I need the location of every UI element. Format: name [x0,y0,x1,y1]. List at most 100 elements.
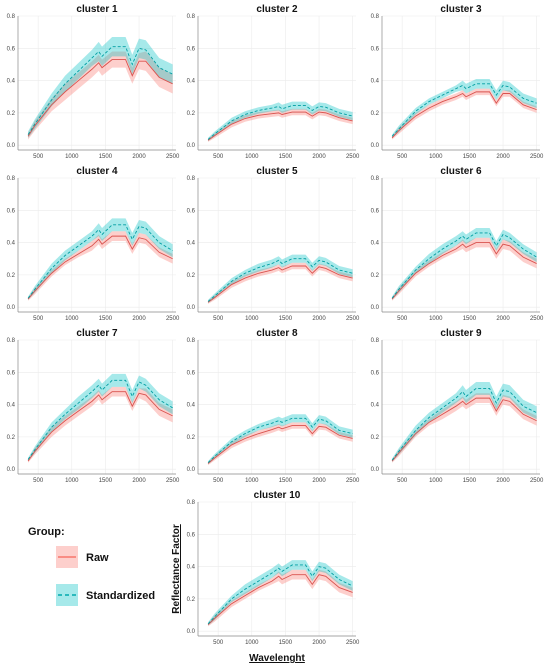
raw-band [392,88,537,140]
y-tick-label: 0.2 [187,597,196,603]
raw-line [207,265,353,303]
standardized-line [207,417,353,464]
y-tick-label: 0.0 [187,629,196,635]
y-tick-label: 0.6 [7,370,16,376]
legend-key-standardized [56,584,78,606]
x-tick-label: 1000 [245,640,259,646]
y-tick-label: 0.0 [371,143,380,149]
standardized-line [391,83,537,137]
x-tick-label: 1000 [245,154,259,160]
standardized-band [208,414,353,465]
y-tick-label: 0.6 [7,208,16,214]
panel-2: cluster 2 0.0 0.2 0.4 0.6 0.8 500 1000 1500 2000 2… [187,4,360,160]
standardized-line [207,564,353,625]
x-tick-label: 2500 [530,478,544,484]
x-tick-label: 1500 [99,478,113,484]
x-tick-label: 1500 [279,316,293,322]
standardized-line [27,46,173,135]
x-tick-label: 2000 [496,316,510,322]
x-tick-label: 2000 [132,316,146,322]
x-tick-label: 1000 [245,478,259,484]
raw-line [207,425,353,464]
panel-8: cluster 8 0.0 0.2 0.4 0.6 0.8 500 1000 1500 2000 2… [187,328,360,484]
y-tick-label: 0.2 [371,435,380,441]
y-tick-label: 0.2 [7,273,16,279]
y-tick-label: 0.2 [187,273,196,279]
y-tick-label: 0.4 [7,241,16,247]
legend: Group: Raw Standardized [28,522,178,622]
y-tick-label: 0.0 [7,143,16,149]
x-tick-label: 500 [213,316,224,322]
y-tick-label: 0.6 [187,532,196,538]
legend-title: Group: [28,526,65,538]
x-tick-label: 500 [397,478,408,484]
x-tick-label: 1000 [429,154,443,160]
y-tick-label: 0.8 [187,500,196,506]
x-tick-label: 2500 [530,316,544,322]
y-tick-label: 0.6 [187,208,196,214]
x-tick-label: 1000 [65,316,79,322]
y-tick-label: 0.2 [371,111,380,117]
panel-5: cluster 5 0.0 0.2 0.4 0.6 0.8 500 1000 1500 2000 2… [187,166,360,322]
x-tick-label: 1000 [429,316,443,322]
x-tick-label: 2000 [312,316,326,322]
y-tick-label: 0.6 [187,46,196,52]
y-tick-label: 0.0 [371,467,380,473]
x-tick-label: 1000 [429,478,443,484]
y-tick-label: 0.2 [7,435,16,441]
raw-line [207,111,353,141]
y-tick-label: 0.0 [187,467,196,473]
y-tick-label: 0.8 [371,176,380,182]
x-tick-label: 500 [397,316,408,322]
y-tick-label: 0.4 [187,79,196,85]
y-tick-label: 0.8 [371,338,380,344]
y-tick-label: 0.2 [371,273,380,279]
y-tick-label: 0.8 [371,14,380,20]
x-tick-label: 2500 [530,154,544,160]
y-tick-label: 0.6 [371,46,380,52]
panel-title: cluster 3 [440,4,482,15]
x-tick-label: 2000 [312,154,326,160]
standardized-band [28,373,173,462]
legend-label-standardized: Standardized [86,590,156,602]
panel-4: cluster 4 0.0 0.2 0.4 0.6 0.8 500 1000 1500 2000 2… [7,166,180,322]
standardized-line [27,379,173,460]
y-tick-label: 0.4 [187,403,196,409]
x-tick-label: 1500 [463,316,477,322]
x-axis-title: Wavelenght [249,653,305,664]
raw-band [208,262,353,304]
panel-title: cluster 7 [76,328,118,339]
standardized-band [392,228,537,300]
y-tick-label: 0.8 [187,176,196,182]
panel-title: cluster 2 [256,4,298,15]
panel-title: cluster 1 [76,4,118,15]
y-axis-title: Reflectance Factor [171,524,182,614]
standardized-band [392,381,537,462]
x-tick-label: 500 [213,640,224,646]
x-tick-label: 2000 [312,478,326,484]
panel-3: cluster 3 0.0 0.2 0.4 0.6 0.8 500 1000 1500 2000 2… [371,4,544,160]
y-tick-label: 0.8 [7,176,16,182]
y-tick-label: 0.0 [7,305,16,311]
raw-band [392,393,537,463]
raw-band [28,386,173,463]
y-tick-label: 0.8 [7,338,16,344]
raw-line [27,235,173,300]
x-tick-label: 2500 [346,154,360,160]
x-tick-label: 2000 [496,154,510,160]
x-tick-label: 1000 [65,478,79,484]
standardized-band [208,560,353,626]
y-tick-label: 0.0 [187,305,196,311]
x-tick-label: 1500 [279,640,293,646]
standardized-line [27,224,173,299]
x-tick-label: 1500 [99,154,113,160]
legend-label-raw: Raw [86,552,109,564]
panel-title: cluster 8 [256,328,298,339]
x-tick-label: 500 [213,478,224,484]
y-tick-label: 0.4 [371,403,380,409]
y-tick-label: 0.4 [187,241,196,247]
raw-band [208,108,353,142]
y-tick-label: 0.4 [7,403,16,409]
x-tick-label: 2000 [312,640,326,646]
